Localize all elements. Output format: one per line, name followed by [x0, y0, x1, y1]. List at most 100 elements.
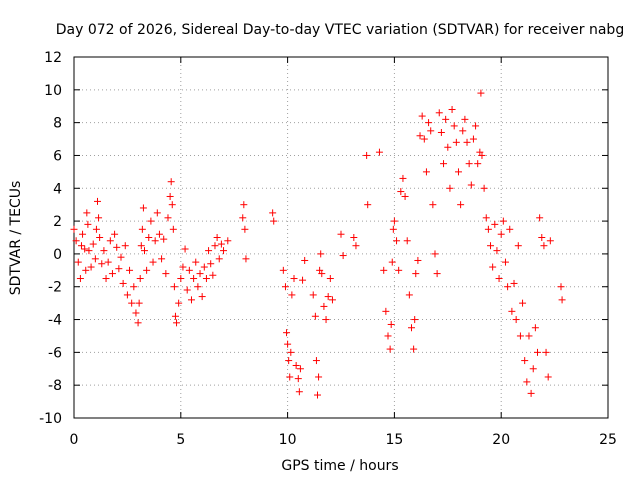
- data-point: [364, 201, 372, 209]
- data-point: [314, 391, 322, 399]
- data-point: [467, 181, 475, 189]
- data-point: [135, 299, 143, 307]
- data-point: [442, 115, 450, 123]
- data-point: [309, 291, 317, 299]
- data-point: [433, 270, 441, 278]
- data-point: [137, 242, 145, 250]
- data-point: [220, 247, 228, 255]
- data-point: [499, 217, 507, 225]
- data-point: [292, 361, 300, 369]
- data-point: [465, 160, 473, 168]
- data-point: [173, 319, 181, 327]
- data-point: [463, 138, 471, 146]
- data-point: [111, 230, 119, 238]
- data-point: [72, 237, 80, 245]
- data-point: [211, 242, 219, 250]
- data-point: [457, 201, 465, 209]
- data-point: [448, 106, 456, 114]
- data-point: [194, 283, 202, 291]
- data-point: [420, 135, 428, 143]
- data-point: [183, 286, 191, 294]
- data-point: [399, 174, 407, 182]
- x-tick-label: 20: [492, 432, 510, 448]
- data-point: [414, 256, 422, 264]
- data-point: [405, 291, 413, 299]
- data-point: [401, 192, 409, 200]
- data-point: [477, 89, 485, 97]
- data-point: [450, 122, 458, 130]
- data-point: [213, 234, 221, 241]
- data-point: [117, 253, 125, 261]
- data-point: [175, 299, 183, 307]
- data-point: [167, 178, 175, 186]
- data-point: [403, 237, 411, 245]
- data-point: [312, 357, 320, 365]
- data-point: [461, 115, 469, 123]
- data-point: [138, 225, 146, 233]
- data-point: [169, 225, 177, 233]
- data-point: [281, 283, 289, 291]
- y-tick-label: 0: [53, 247, 62, 263]
- data-point: [239, 214, 247, 222]
- data-point: [143, 266, 151, 274]
- data-point: [92, 225, 100, 233]
- data-point: [126, 266, 134, 274]
- data-point: [506, 225, 514, 233]
- data-point: [411, 316, 419, 324]
- y-tick-label: -8: [48, 378, 62, 394]
- data-point: [205, 247, 213, 255]
- data-point: [380, 266, 388, 274]
- data-point: [512, 316, 520, 324]
- data-point: [170, 283, 178, 291]
- data-point: [315, 373, 323, 381]
- data-point: [128, 299, 136, 307]
- data-point: [202, 275, 210, 283]
- data-point: [286, 373, 294, 381]
- data-point: [352, 242, 360, 250]
- data-point: [501, 258, 509, 266]
- data-point: [397, 188, 405, 196]
- y-axis-ticks: -10 -8 -6 -4 -2 0 2 4 6 8 10 12: [39, 50, 608, 427]
- data-point: [100, 247, 108, 255]
- data-point: [416, 132, 424, 140]
- data-point: [285, 357, 293, 365]
- data-point: [179, 263, 187, 271]
- x-axis-label: GPS time / hours: [281, 458, 398, 474]
- data-point: [132, 309, 140, 317]
- data-point: [136, 275, 144, 283]
- data-point: [283, 329, 291, 337]
- data-point: [83, 209, 91, 217]
- data-point: [82, 266, 90, 274]
- data-point: [534, 348, 542, 356]
- data-point: [452, 138, 460, 146]
- data-point: [130, 283, 138, 291]
- data-point: [121, 242, 129, 250]
- data-point: [106, 237, 114, 245]
- data-point: [181, 245, 189, 253]
- y-tick-label: -2: [48, 280, 62, 296]
- data-point: [557, 283, 565, 291]
- data-point: [296, 365, 304, 373]
- data-point: [387, 320, 395, 328]
- data-point: [322, 316, 330, 324]
- data-point: [484, 225, 492, 233]
- data-point: [318, 270, 326, 278]
- data-point: [81, 245, 89, 253]
- data-point: [525, 332, 533, 340]
- data-point: [93, 197, 101, 205]
- data-point: [375, 148, 383, 156]
- data-point: [76, 275, 84, 283]
- y-tick-label: 8: [53, 116, 62, 132]
- plot-frame: [73, 56, 609, 419]
- data-point: [497, 230, 505, 238]
- data-point: [493, 247, 501, 255]
- data-point: [389, 225, 397, 233]
- data-point: [115, 265, 123, 273]
- data-point: [444, 143, 452, 151]
- data-point: [108, 270, 116, 278]
- data-point: [70, 225, 78, 233]
- data-point: [521, 357, 529, 365]
- data-point: [527, 389, 535, 397]
- data-point: [155, 230, 163, 238]
- data-point: [504, 283, 512, 291]
